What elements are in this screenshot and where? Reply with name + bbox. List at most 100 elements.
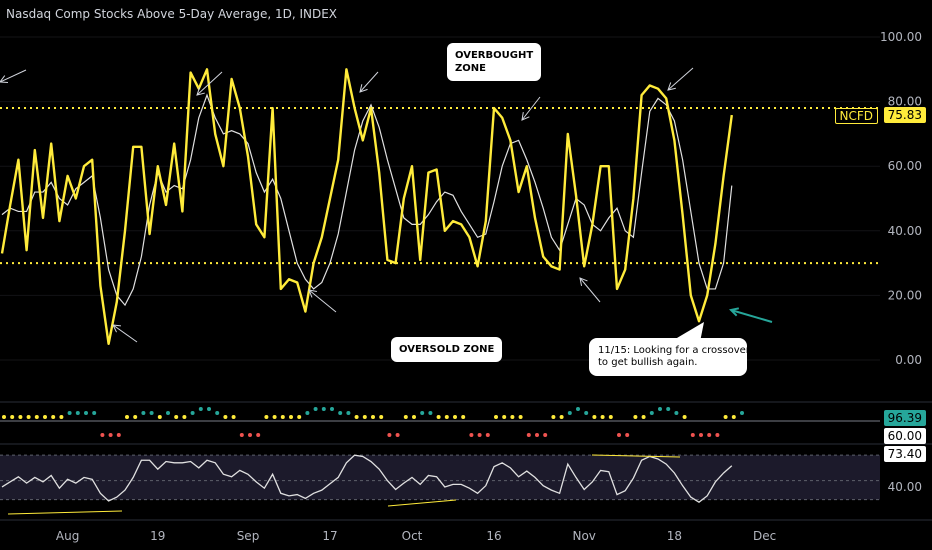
arrow-oct-low-head bbox=[579, 277, 588, 286]
indicator-dot bbox=[485, 433, 490, 437]
y-tick-label: 20.00 bbox=[888, 288, 922, 302]
indicator-dot bbox=[67, 411, 72, 415]
indicator-dot bbox=[649, 411, 654, 415]
indicator-dot bbox=[338, 411, 343, 415]
indicator-dot bbox=[494, 415, 498, 419]
arrow-sep-peak-head bbox=[359, 84, 368, 93]
arrow-aug-peak-head bbox=[196, 87, 205, 96]
indicator-dot bbox=[740, 411, 744, 415]
indicator-dot bbox=[502, 415, 507, 419]
indicator-dot bbox=[641, 415, 646, 419]
indicator-dot bbox=[157, 415, 162, 419]
y-tick-label: 0.00 bbox=[895, 353, 922, 367]
indicator-dot bbox=[190, 411, 195, 415]
indicator-dot bbox=[346, 411, 351, 415]
y-axis: 100.00 80.00 60.00 40.00 20.00 0.00 40.00 bbox=[880, 30, 922, 494]
ncfd-name-badge: NCFD bbox=[834, 108, 878, 124]
indicator-dot bbox=[297, 415, 302, 419]
arrow-nov-peak-head bbox=[667, 82, 676, 91]
y-tick-label: 40.00 bbox=[888, 224, 922, 238]
indicator-dot bbox=[674, 411, 679, 415]
arrow-oct-peak-head bbox=[521, 112, 530, 121]
indicator-dot bbox=[321, 407, 326, 411]
arrow-oct-peak bbox=[521, 96, 541, 121]
x-tick-label: Sep bbox=[237, 529, 260, 543]
threshold-lines bbox=[0, 107, 880, 265]
indicator-dot bbox=[116, 433, 121, 437]
indicator-dot bbox=[330, 407, 334, 411]
osc-band bbox=[0, 455, 880, 500]
indicator-dot bbox=[666, 407, 671, 411]
main-series bbox=[0, 68, 733, 346]
indicator-dot bbox=[559, 415, 564, 419]
x-tick-label: 18 bbox=[667, 529, 682, 543]
arrow-left-edge-head bbox=[0, 75, 9, 84]
indicator-dot bbox=[305, 411, 310, 415]
indicator-dot bbox=[34, 415, 39, 419]
chart-title: Nasdaq Comp Stocks Above 5-Day Average, … bbox=[6, 7, 338, 21]
indicator-dot bbox=[166, 411, 170, 415]
indicator-dot bbox=[551, 415, 556, 419]
indicator-dot bbox=[453, 415, 457, 419]
arrow-oct-low bbox=[579, 277, 601, 303]
indicator-dot bbox=[387, 433, 392, 437]
indicator-dot bbox=[731, 415, 736, 419]
indicator-dot bbox=[272, 415, 277, 419]
arrow-aug-peak bbox=[196, 71, 223, 96]
indicator-dot bbox=[617, 433, 621, 437]
indicator-dot bbox=[149, 411, 154, 415]
indicator-dot bbox=[248, 433, 252, 437]
indicator-dot bbox=[633, 415, 638, 419]
indicator-dot bbox=[223, 415, 228, 419]
oscillator-line bbox=[1, 454, 733, 503]
indicator-dot bbox=[658, 407, 662, 411]
indicator-dot bbox=[403, 415, 408, 419]
indicator-dot bbox=[289, 415, 293, 419]
indicator-dot bbox=[690, 433, 695, 437]
arrow-aug-low bbox=[112, 324, 138, 343]
ncfd-line bbox=[0, 68, 733, 346]
indicator-dot bbox=[600, 415, 605, 419]
indicator-dot bbox=[412, 415, 416, 419]
x-tick-label: Nov bbox=[572, 529, 595, 543]
arrow-sep-low bbox=[308, 289, 337, 313]
indicator-dot bbox=[518, 415, 523, 419]
indicator-dot bbox=[682, 415, 687, 419]
indicator-dot bbox=[567, 411, 572, 415]
indicator-dot bbox=[207, 407, 211, 411]
indicator-dot bbox=[510, 415, 515, 419]
indicator-dot bbox=[231, 415, 236, 419]
crossover-callout: 11/15: Looking for a crossover to get bu… bbox=[589, 338, 750, 376]
indicator-dot bbox=[43, 415, 47, 419]
indicator-dot bbox=[428, 411, 433, 415]
osc-trendline bbox=[591, 454, 681, 458]
indicator-dot bbox=[92, 411, 97, 415]
indicator-dot bbox=[280, 415, 285, 419]
indicator-dot bbox=[436, 415, 441, 419]
indicator-dot bbox=[182, 415, 187, 419]
x-tick-label: 19 bbox=[150, 529, 165, 543]
osc-trendline bbox=[7, 510, 123, 515]
indicator-dot bbox=[75, 411, 80, 415]
osc-y-tick-label: 40.00 bbox=[888, 480, 922, 494]
x-tick-label: Dec bbox=[753, 529, 776, 543]
indicator-dot bbox=[723, 415, 728, 419]
arrow-aug-low-head bbox=[112, 324, 122, 333]
x-tick-label: 17 bbox=[322, 529, 337, 543]
oscillator-pane bbox=[0, 401, 932, 521]
indicator-dot bbox=[699, 433, 703, 437]
indicator-dot bbox=[461, 415, 466, 419]
y-tick-label: 80.00 bbox=[888, 95, 922, 109]
x-tick-label: Aug bbox=[56, 529, 79, 543]
indicator-dot bbox=[174, 415, 179, 419]
indicator-dot bbox=[543, 433, 548, 437]
arrow-sep-peak bbox=[359, 71, 379, 93]
indicator-dot bbox=[18, 415, 23, 419]
indicator-dot bbox=[469, 433, 474, 437]
indicator-dot bbox=[2, 415, 6, 419]
indicator-dot bbox=[84, 411, 88, 415]
indicator-dot bbox=[576, 407, 580, 411]
osc-trendline bbox=[387, 499, 457, 507]
indicator-dot bbox=[371, 415, 375, 419]
indicator-dot bbox=[51, 415, 56, 419]
